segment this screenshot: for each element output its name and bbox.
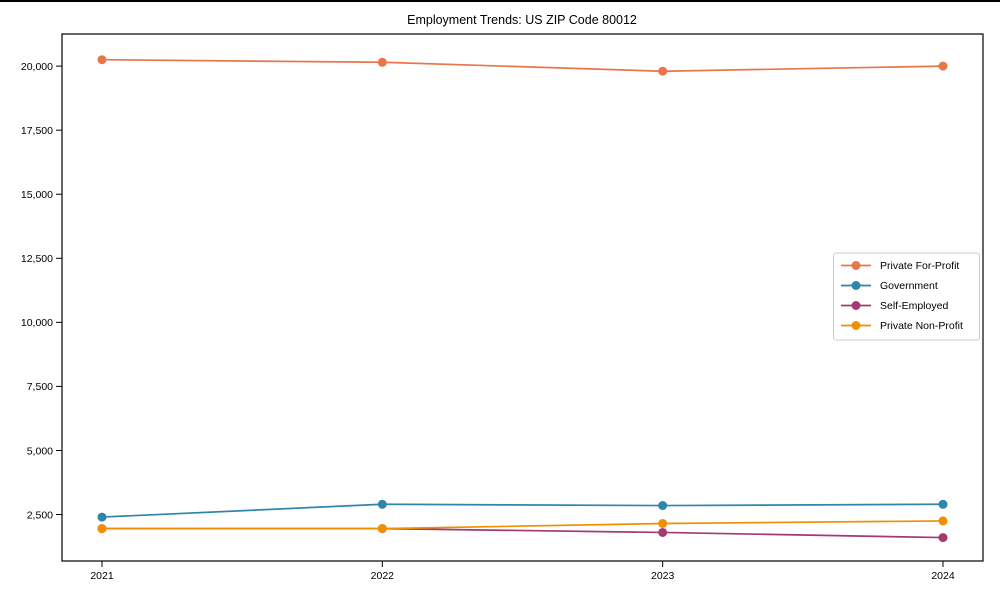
series-line bbox=[101, 503, 944, 518]
legend-item-label: Self-Employed bbox=[880, 300, 948, 312]
x-tick-label: 2024 bbox=[931, 570, 955, 582]
legend-box bbox=[833, 252, 980, 341]
series-line bbox=[102, 527, 944, 539]
legend-item: Government bbox=[841, 280, 938, 292]
legend-item-label: Government bbox=[880, 280, 938, 292]
top-border-line bbox=[0, 0, 1000, 2]
series-private-non-profit bbox=[97, 516, 948, 534]
data-point-marker bbox=[938, 533, 948, 543]
legend-swatch-marker bbox=[851, 321, 861, 330]
legend-item: Private For-Profit bbox=[841, 260, 959, 272]
data-point-marker bbox=[938, 61, 948, 71]
plot-area-border bbox=[61, 33, 984, 562]
series-line bbox=[101, 58, 944, 73]
x-tick-label: 2023 bbox=[651, 570, 675, 582]
data-series-layer bbox=[97, 55, 948, 543]
x-tick-label: 2021 bbox=[90, 570, 114, 582]
data-point-marker bbox=[377, 57, 387, 67]
legend-swatch-marker bbox=[851, 281, 861, 290]
legend-item: Self-Employed bbox=[841, 300, 948, 312]
data-point-marker bbox=[377, 499, 387, 509]
legend-swatch-marker bbox=[851, 301, 861, 310]
y-tick-label: 2,500 bbox=[27, 509, 53, 521]
data-point-marker bbox=[658, 66, 668, 76]
data-point-marker bbox=[97, 55, 107, 65]
legend-item-label: Private For-Profit bbox=[880, 260, 959, 272]
legend-swatch-marker bbox=[851, 261, 861, 270]
data-point-marker bbox=[97, 512, 107, 522]
y-tick-label: 12,500 bbox=[21, 253, 53, 265]
y-tick-label: 7,500 bbox=[27, 381, 53, 393]
y-tick-label: 20,000 bbox=[21, 61, 53, 73]
y-tick-label: 15,000 bbox=[21, 189, 53, 201]
legend: Private For-Profit Government Self-Employe… bbox=[833, 252, 980, 341]
y-tick-label: 5,000 bbox=[27, 445, 53, 457]
y-tick-label: 17,500 bbox=[21, 125, 53, 137]
data-point-marker bbox=[658, 501, 668, 511]
data-point-marker bbox=[658, 527, 668, 537]
data-point-marker bbox=[377, 524, 387, 534]
x-tick-label: 2022 bbox=[371, 570, 395, 582]
data-point-marker bbox=[658, 518, 668, 528]
legend-item: Private Non-Profit bbox=[841, 320, 963, 332]
series-private-for-profit bbox=[97, 55, 948, 76]
data-point-marker bbox=[97, 524, 107, 534]
legend-item-label: Private Non-Profit bbox=[880, 320, 963, 332]
x-axis-ticks: 2021 2022 2023 2024 bbox=[90, 561, 955, 582]
data-point-marker bbox=[938, 499, 948, 509]
series-government bbox=[97, 499, 948, 522]
series-line bbox=[102, 520, 944, 530]
chart-title: Employment Trends: US ZIP Code 80012 bbox=[407, 13, 637, 27]
y-tick-label: 10,000 bbox=[21, 317, 53, 329]
data-point-marker bbox=[938, 516, 948, 526]
y-axis-ticks: 2,500 5,000 7,500 10,000 12,500 15,000 17,500 2… bbox=[21, 61, 62, 521]
